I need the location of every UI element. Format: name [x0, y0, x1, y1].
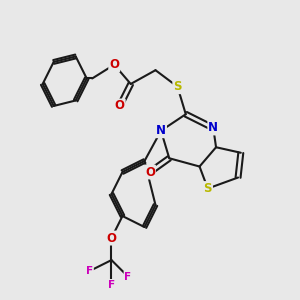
Text: F: F [108, 280, 115, 290]
Text: N: N [156, 124, 166, 137]
Text: O: O [106, 232, 116, 244]
Text: N: N [208, 122, 218, 134]
Text: F: F [86, 266, 93, 276]
Text: S: S [173, 80, 182, 93]
Text: O: O [109, 58, 119, 71]
Text: F: F [124, 272, 131, 282]
Text: S: S [203, 182, 212, 195]
Text: O: O [145, 166, 155, 178]
Text: O: O [115, 100, 125, 112]
